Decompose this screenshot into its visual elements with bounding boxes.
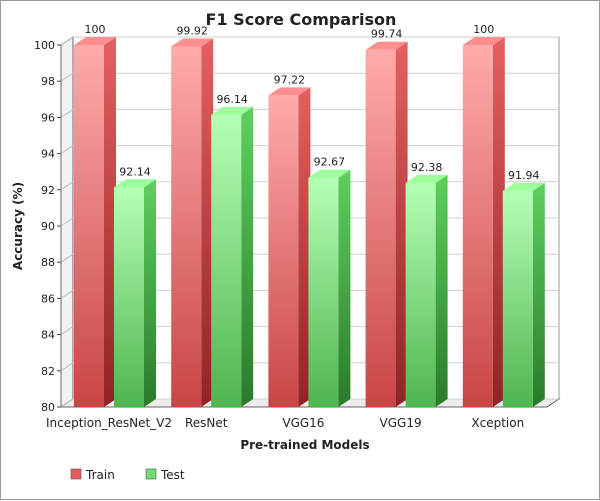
data-label-test-3: 92.38 [411,161,443,174]
data-labels: 100 92.14 99.92 96.14 97.22 92.67 99.74 92.38 10… [85,23,540,182]
data-label-train-2: 97.22 [274,73,306,86]
bar-top [114,179,156,188]
data-label-train-3: 99.74 [371,28,403,41]
category-label-3: VGG19 [380,416,422,430]
bar-front [365,49,396,408]
data-label-train-1: 99.92 [176,24,208,37]
category-label-1: ResNet [185,416,228,430]
legend-swatch [145,468,157,480]
bar-test-4 [502,182,545,407]
bar-side [532,182,545,407]
bar-top [171,38,214,47]
bar-front [74,45,104,407]
grid-line-side [60,326,74,336]
y-axis-ticks: 80 82 84 86 88 90 92 94 96 98 100 [34,39,55,414]
legend-label: Test [160,468,185,482]
chart-title: F1 Score Comparison [206,10,397,29]
y-tick-label: 90 [41,220,55,233]
y-tick-label: 84 [41,329,55,342]
y-tick-label: 88 [41,256,55,269]
legend: Train Test [70,468,185,482]
category-label-4: Xception [471,416,524,430]
category-label-2: VGG16 [282,416,324,430]
bar-top [502,182,545,191]
data-label-train-0: 100 [85,23,106,36]
data-label-test-2: 92.67 [314,156,346,169]
bar-front [114,187,144,407]
bar-side [104,37,116,407]
bar-side [201,38,214,408]
bar-top [211,106,254,115]
data-label-test-4: 91.94 [508,169,540,182]
y-tick-label: 100 [34,39,55,52]
y-tick-label: 98 [41,75,55,88]
bars [74,37,545,408]
data-label-test-1: 96.14 [216,93,248,106]
y-axis-title: Accuracy (%) [11,182,25,270]
bar-side [338,169,351,407]
grid-line-side [60,72,74,82]
legend-item-test: Test [145,468,185,482]
bar-top [308,169,351,178]
category-label-0: Inception_ResNet_V2 [46,416,172,430]
bar-front [211,114,242,407]
y-tick-label: 92 [41,184,55,197]
bar-top [405,174,448,183]
bar-train-1 [171,38,214,408]
bar-top [365,41,408,50]
bar-test-3 [405,174,448,407]
y-tick-label: 94 [41,148,55,161]
legend-item-train: Train [70,468,115,482]
grid-line-side [60,362,74,372]
x-axis-categories: Inception_ResNet_V2 ResNet VGG16 VGG19 Xcept… [46,416,524,430]
bar-side [492,37,505,407]
legend-swatch [70,468,82,480]
bar-top [74,37,116,45]
bar-front [502,190,533,407]
bar-front [268,95,299,408]
y-tick-label: 86 [41,292,55,305]
bar-train-4 [462,37,505,407]
grid-line-side [60,108,74,118]
grid-line-side [60,289,74,299]
bar-side [395,41,408,408]
bar-top [268,87,311,96]
y-tick-label: 82 [41,365,55,378]
legend-label: Train [85,468,115,482]
grid-line-side [60,145,74,155]
bar-train-0 [74,37,116,407]
grid-line-side [60,181,74,191]
bar-side [144,179,156,407]
bar-side [298,87,311,408]
bar-test-0 [114,179,156,407]
bar-front [308,177,339,407]
bar-test-1 [211,106,254,407]
bar-train-2 [268,87,311,408]
data-label-train-4: 100 [473,23,494,36]
bar-front [405,182,436,407]
grid-line-side [60,253,74,263]
bar-front [462,45,493,407]
data-label-test-0: 92.14 [119,165,151,178]
y-tick-label: 96 [41,111,55,124]
bar-test-2 [308,169,351,407]
grid-line-side [60,36,74,46]
bar-train-3 [365,41,408,408]
grid-line-side [60,398,74,408]
bar-top [462,37,505,45]
grid-line-side [60,217,74,227]
x-axis-title: Pre-trained Models [240,438,369,452]
bar-side [435,174,448,407]
bar-side [241,106,254,407]
bar-front [171,46,202,407]
y-tick-label: 80 [41,401,55,414]
